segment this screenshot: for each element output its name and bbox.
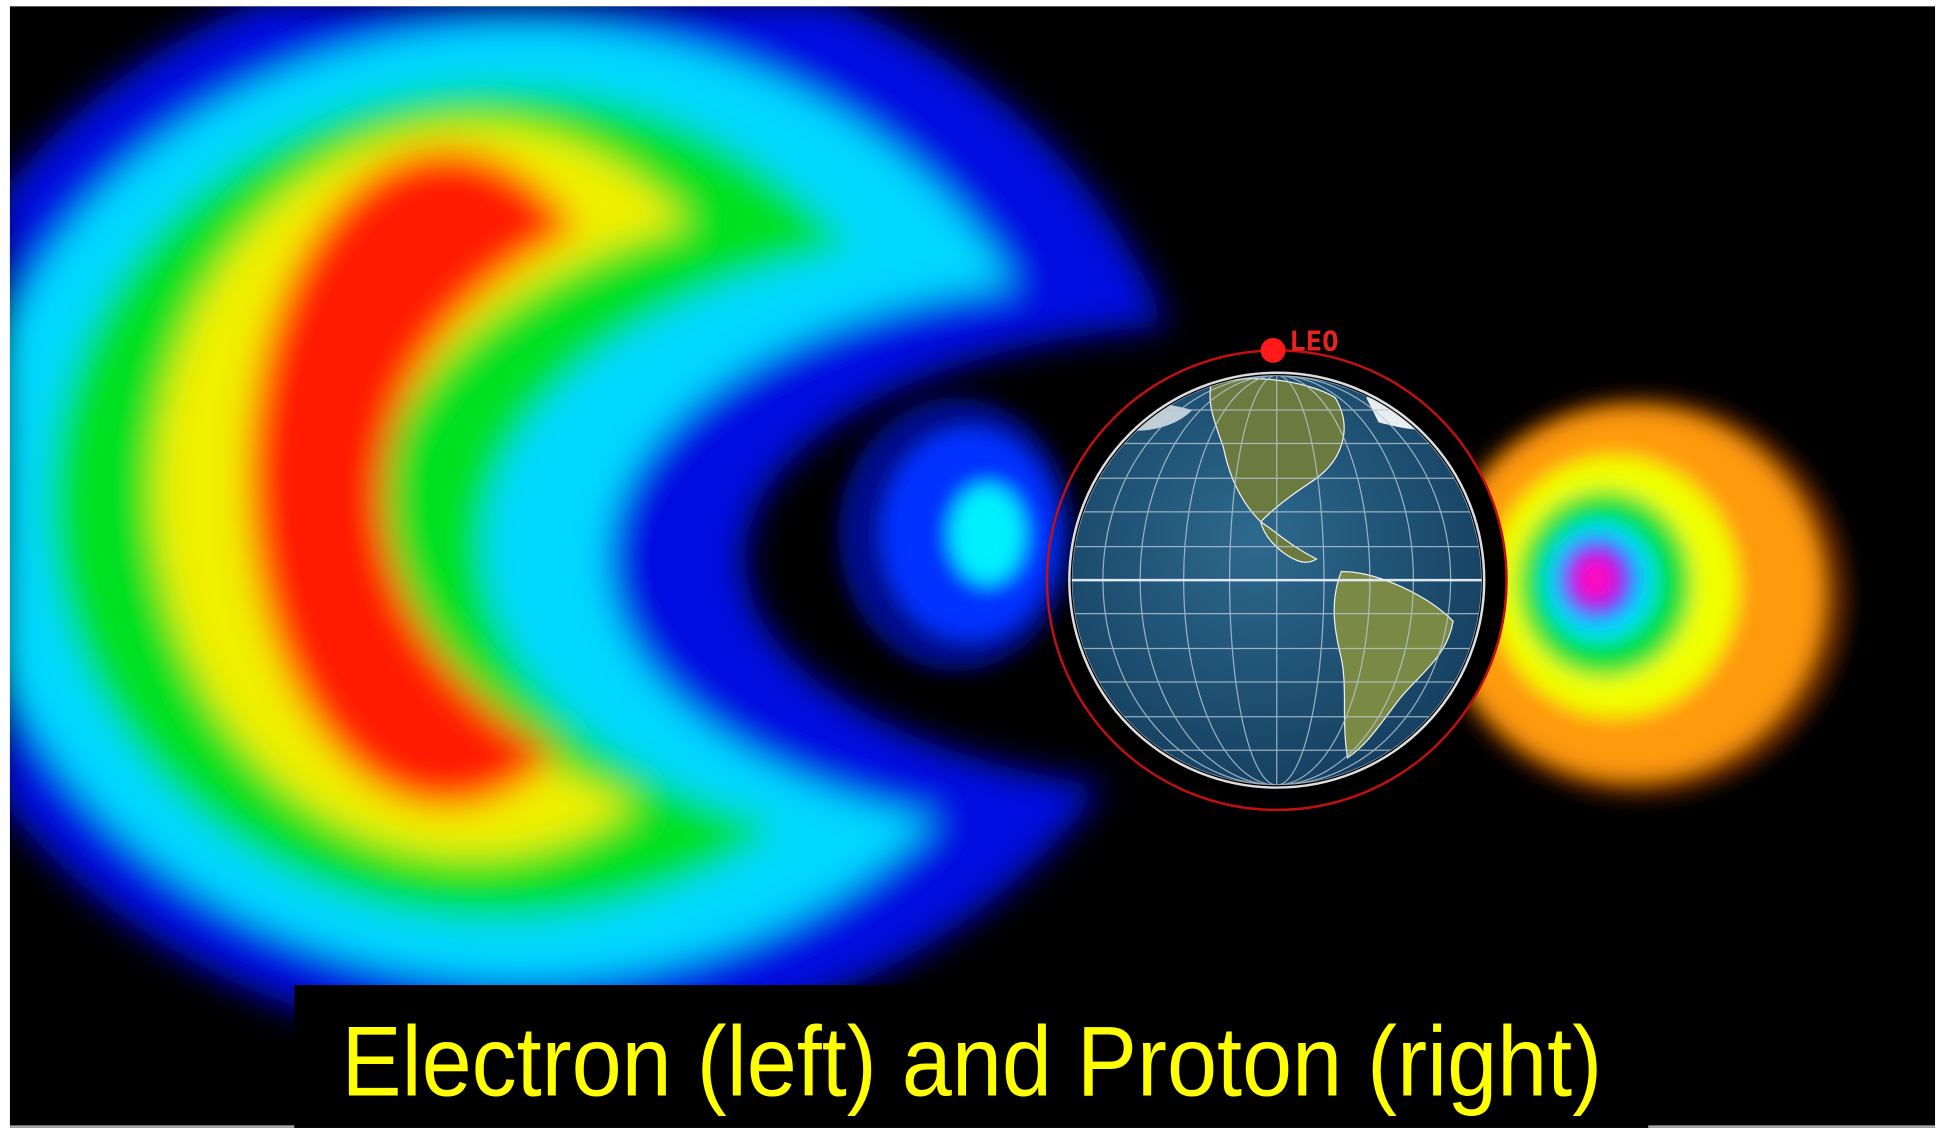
earth xyxy=(1068,373,1485,788)
radiation-belt-figure: LEO Electron (left) and Proton (right) xyxy=(0,0,1940,1128)
leo-label: LEO xyxy=(1289,326,1338,357)
inner-belt-cyan xyxy=(950,485,1025,584)
proton-belt xyxy=(1431,395,1848,797)
leo-marker xyxy=(1261,338,1286,363)
caption: Electron (left) and Proton (right) xyxy=(342,1007,1603,1118)
proton-layer-magenta xyxy=(1574,554,1619,604)
page: LEO Electron (left) and Proton (right) (… xyxy=(0,0,1940,1128)
belt-layer-red xyxy=(248,149,645,807)
electron-inner-belt xyxy=(838,398,1074,671)
